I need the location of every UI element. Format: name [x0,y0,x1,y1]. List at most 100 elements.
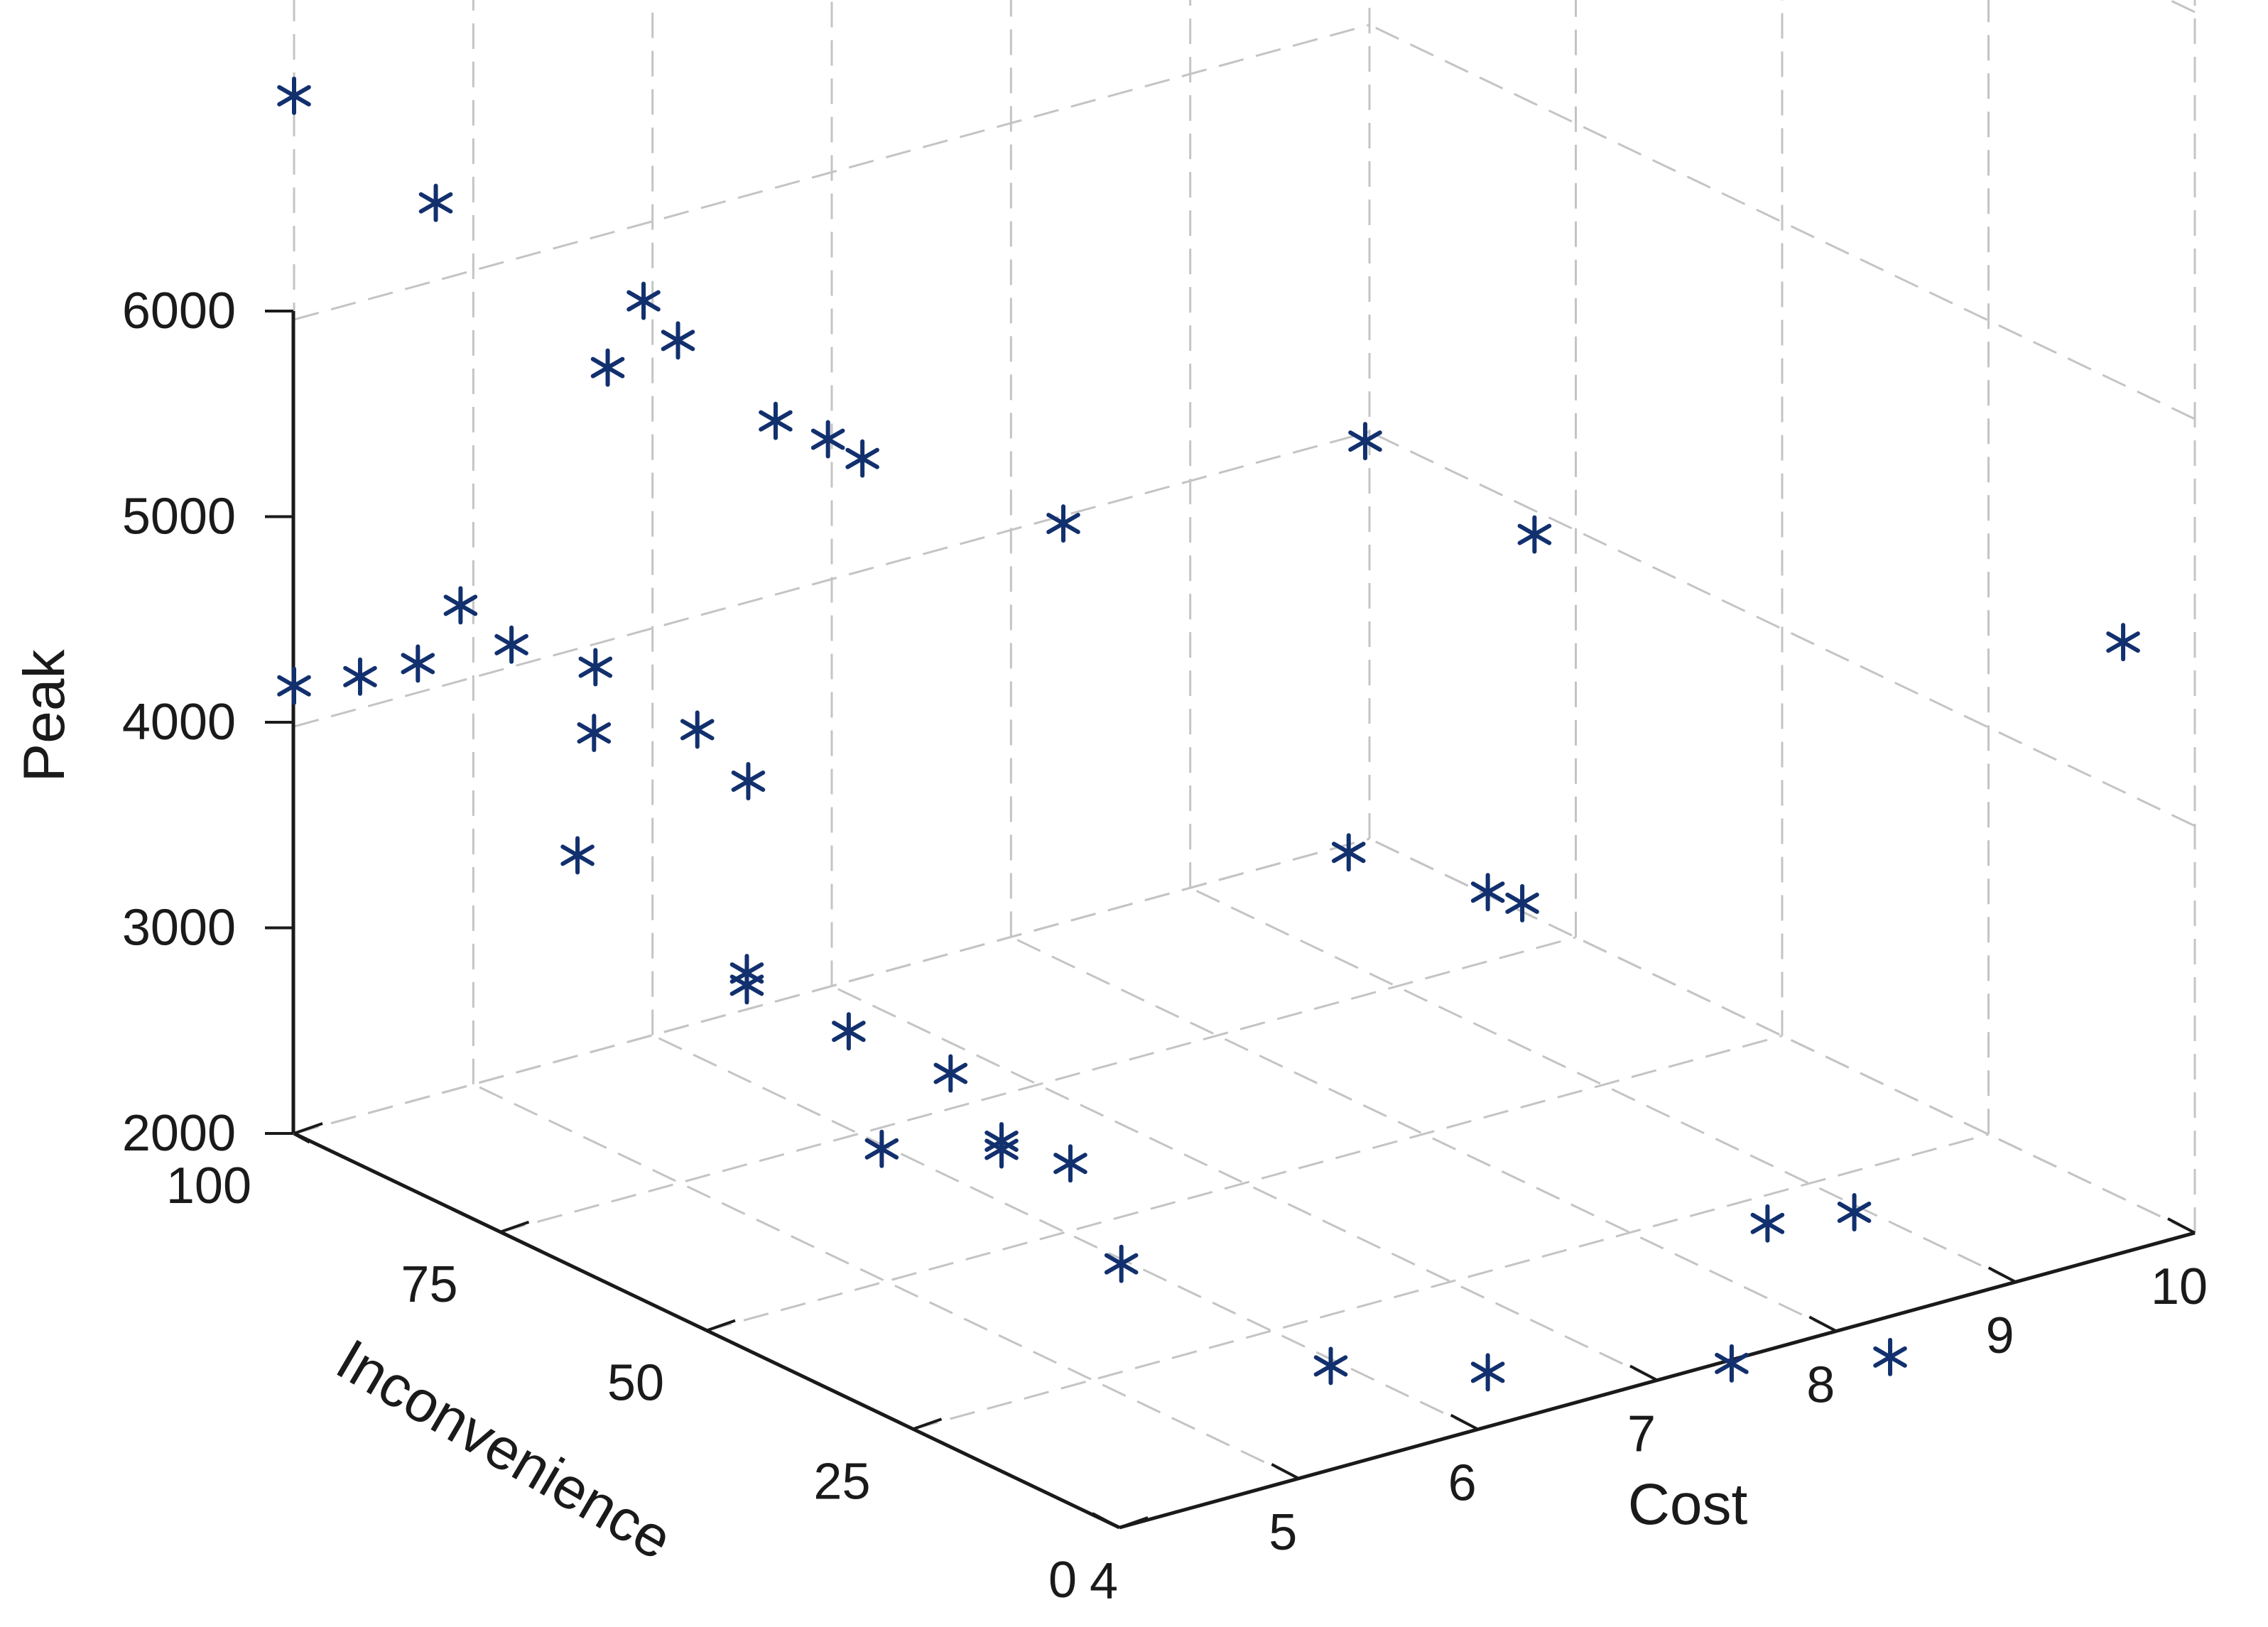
data-point-stroke [418,192,453,214]
data-point [1348,422,1382,461]
data-point-stroke [1046,513,1080,535]
x-tick [1808,1315,1838,1333]
data-point-stroke [443,594,478,616]
y-tick [706,1319,736,1332]
y-tick [1119,1516,1149,1529]
data-point [1470,1353,1505,1392]
x-tick-label: 6 [1448,1455,1477,1512]
data-point-stroke [1470,881,1505,903]
data-point-stroke [1313,1355,1348,1377]
data-point-stroke [1470,1361,1505,1383]
data-point-stroke [845,447,879,469]
y-tick-label: 100 [166,1158,251,1214]
data-point [759,401,793,440]
z-axis-join [293,1131,311,1144]
x-tick [1450,1413,1479,1431]
x-tick [2167,1217,2196,1234]
data-point-stroke [401,653,435,675]
y-tick [293,1122,323,1135]
x-tick-label: 5 [1269,1504,1297,1561]
data-point [810,420,845,459]
data-point-stroke [2106,631,2140,653]
data-point [729,966,764,1005]
data-point [277,76,311,115]
z-axis-label: Peak [12,649,77,783]
y-tick [912,1417,943,1431]
floor-grid-line [913,1133,1989,1430]
data-point-stroke [1517,523,1552,545]
data-point-stroke [759,410,793,432]
data-point [1046,504,1080,543]
data-point-stroke [680,719,715,741]
data-point-stroke [1873,1346,1907,1368]
data-point-stroke [577,722,612,744]
data-point [1873,1337,1907,1376]
data-point-stroke [731,771,766,792]
data-point [864,1129,899,1168]
x-tick-label: 7 [1627,1406,1656,1463]
data-point [731,762,766,800]
data-point [590,348,625,387]
data-point-stroke [1750,1212,1785,1234]
x-tick-label: 4 [1090,1553,1118,1610]
y-tick-label: 75 [401,1256,457,1313]
data-point [984,1130,1019,1169]
z-tick-label: 3000 [122,900,236,957]
data-point [560,836,595,875]
data-point-stroke [810,428,845,450]
x-tick-label: 9 [1986,1307,2014,1364]
data-point [1331,833,1366,872]
x-axis-label: Cost [1628,1472,1748,1537]
data-point [1715,1344,1749,1383]
data-point-stroke [984,1138,1019,1160]
data-point-stroke [832,1021,866,1043]
data-point [1313,1346,1348,1386]
data-point-stroke [494,633,528,655]
data-point-stroke [560,844,595,866]
back-wall-grid-line [293,837,1370,1135]
x-tick [1271,1463,1300,1480]
data-point-stroke [277,85,311,107]
data-point-stroke [1331,842,1366,864]
data-point [1517,515,1552,554]
data-point-stroke [1715,1352,1749,1374]
data-point [418,183,453,222]
data-point [832,1012,866,1051]
y-tick-label: 50 [607,1355,664,1412]
data-point [933,1054,968,1093]
data-point [1053,1144,1087,1183]
data-point [401,644,435,683]
z-tick-label: 6000 [122,283,236,339]
x-tick-label: 8 [1806,1356,1835,1413]
data-point [680,710,715,749]
data-point [1837,1192,1872,1231]
data-point-stroke [590,357,625,379]
back-wall-grid-line [293,430,1370,728]
data-point [1104,1244,1139,1283]
data-point-stroke [1837,1201,1872,1223]
z-tick-label: 4000 [122,694,236,751]
data-point-stroke [1104,1253,1139,1275]
y-tick-label: 0 [1048,1552,1077,1609]
data-point [845,439,879,478]
tick-marks [265,310,2196,1529]
data-point [578,648,613,687]
data-point [661,321,695,360]
x-tick [1629,1364,1658,1382]
data-point [494,625,528,664]
data-point [277,666,311,705]
x-tick-label: 10 [2151,1258,2208,1315]
x-tick [1987,1266,2017,1283]
z-tick-label: 5000 [122,489,236,545]
data-point-stroke [1348,430,1382,452]
floor-grid-line [500,936,1576,1234]
z-tick-label: 2000 [122,1105,236,1162]
data-point-stroke [277,675,311,697]
grid-lines [293,0,2196,1529]
floor-grid-line [706,1035,1783,1332]
data-point [1505,883,1539,923]
back-wall-grid-line [293,23,1370,321]
y-tick [499,1220,530,1234]
data-point-stroke [864,1138,899,1160]
